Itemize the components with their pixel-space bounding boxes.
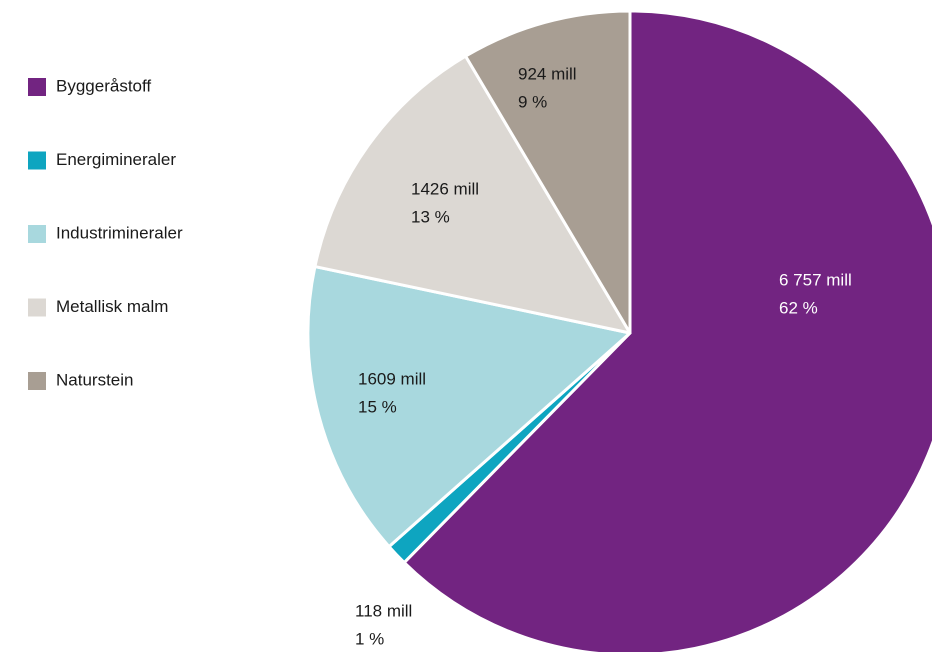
legend-swatch: [28, 372, 46, 390]
legend-swatch: [28, 298, 46, 317]
pie-slice: [402, 9, 932, 652]
data-labels: 6 757 mill 62 % 118 mill 1 % 1609 mill 15 % 14…: [355, 64, 852, 648]
legend-label: Energimineraler: [56, 150, 176, 169]
legend-swatch: [28, 151, 46, 170]
percentage-label: 15 %: [358, 397, 397, 416]
percentage-label: 9 %: [518, 92, 547, 111]
legend: Byggeråstoff Energimineraler Industriminer…: [28, 76, 183, 390]
legend-label: Byggeråstoff: [56, 76, 151, 95]
pie-slice: [464, 9, 632, 335]
value-label: 924 mill: [518, 64, 577, 83]
value-label: 1609 mill: [358, 369, 426, 388]
pie-slice: [313, 54, 632, 335]
value-label: 118 mill: [355, 601, 412, 620]
pie: [306, 9, 932, 652]
legend-label: Naturstein: [56, 370, 133, 389]
percentage-label: 62 %: [779, 298, 818, 317]
percentage-label: 1 %: [355, 629, 384, 648]
legend-swatch: [28, 78, 46, 96]
pie-slice: [306, 265, 632, 549]
percentage-label: 13 %: [411, 207, 450, 226]
legend-label: Metallisk malm: [56, 297, 168, 316]
legend-label: Industrimineraler: [56, 223, 183, 242]
value-label: 1426 mill: [411, 179, 479, 198]
value-label: 6 757 mill: [779, 270, 852, 289]
legend-swatch: [28, 225, 46, 243]
